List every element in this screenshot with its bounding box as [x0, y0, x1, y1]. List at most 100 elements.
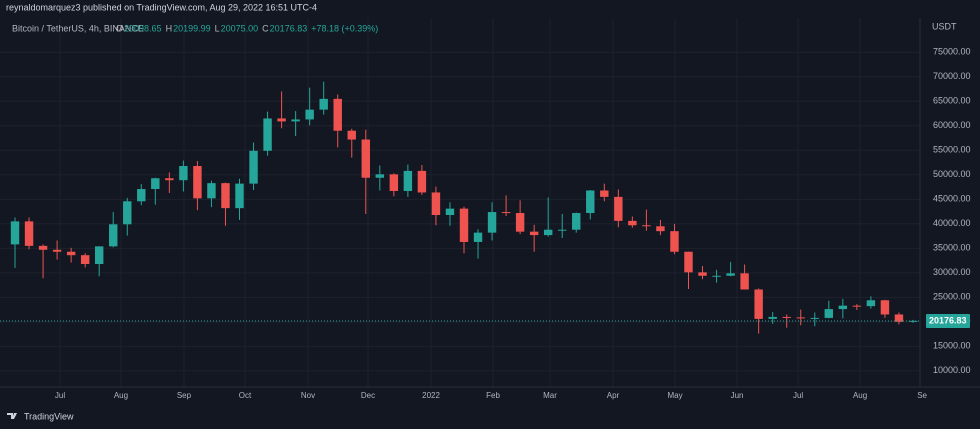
candle-body	[768, 316, 777, 319]
candle-body	[740, 273, 749, 290]
candle-body	[824, 309, 834, 318]
y-tick-label: 50000.00	[933, 169, 971, 179]
candle-body	[389, 174, 399, 191]
x-tick-label: Jun	[731, 391, 744, 400]
candle-body	[179, 165, 188, 181]
last-price-label: 20176.83	[929, 315, 967, 325]
candle-body	[235, 183, 244, 209]
candle-body	[600, 190, 609, 197]
candle-body	[24, 221, 34, 246]
candle-body	[656, 226, 665, 232]
candle-body	[754, 289, 763, 319]
x-tick-label: Sep	[177, 391, 192, 400]
y-tick-label: 60000.00	[933, 120, 971, 130]
candle-body	[123, 201, 132, 225]
candle-body	[459, 208, 469, 242]
ohlc-value: 20075.00	[221, 23, 259, 33]
change-text: +78.18 (+0.39%)	[311, 23, 378, 33]
candle-body	[263, 118, 272, 151]
x-tick-label: Feb	[486, 391, 500, 400]
x-tick-label: Oct	[239, 391, 252, 400]
candle-body	[473, 232, 483, 242]
x-tick-label: 2022	[422, 391, 440, 400]
grid	[0, 18, 920, 387]
candle-body	[515, 213, 525, 232]
x-tick-label: Jul	[55, 391, 65, 400]
y-tick-label: 30000.00	[933, 267, 971, 277]
candle-body	[642, 225, 651, 227]
candle-body	[572, 213, 581, 230]
candle-body	[403, 170, 413, 191]
brand-logo	[7, 413, 17, 419]
candle-body	[151, 178, 160, 190]
candle-body	[249, 150, 258, 184]
candle-body	[445, 208, 455, 215]
candle-body	[852, 305, 862, 307]
ohlc-key: C	[262, 23, 269, 33]
candle-body	[94, 246, 104, 264]
x-tick-label: Jul	[793, 391, 803, 400]
y-tick-label: 15000.00	[933, 341, 971, 351]
candle-body	[501, 212, 511, 214]
ohlc-key: O	[116, 23, 123, 33]
candle-body	[628, 220, 637, 226]
candle-body	[66, 251, 76, 256]
candle-body	[558, 229, 567, 231]
candle-body	[698, 272, 707, 276]
y-tick-label: 75000.00	[933, 47, 971, 57]
y-tick-label: 25000.00	[933, 292, 971, 302]
candle-body	[221, 183, 230, 209]
x-tick-label: Mar	[543, 391, 557, 400]
candle-body	[866, 300, 876, 307]
candle-body	[305, 109, 314, 120]
ohlc-value: 20199.99	[173, 23, 211, 33]
candle-body	[586, 190, 595, 214]
candle-body	[712, 275, 721, 277]
candle-body	[375, 174, 385, 178]
candle-body	[670, 231, 679, 252]
last-price-box	[926, 313, 970, 328]
x-tick-label: Dec	[361, 391, 375, 400]
candle-body	[207, 183, 216, 199]
y-tick-label: 70000.00	[933, 71, 971, 81]
candle-body	[333, 98, 342, 131]
ohlc-key: L	[215, 23, 220, 33]
candle-body	[810, 317, 819, 319]
publisher-line: reynaldomarquez3 published on TradingVie…	[6, 2, 317, 12]
x-tick-label: Se	[917, 391, 927, 400]
candle-body	[319, 98, 328, 110]
y-tick-label: 10000.00	[933, 365, 971, 375]
x-tick-label: Nov	[301, 391, 315, 400]
candle-body	[782, 316, 791, 318]
currency: USDT	[932, 21, 957, 31]
candle-body	[109, 224, 118, 247]
brand: TradingView	[24, 411, 74, 421]
x-tick-label: May	[667, 391, 682, 400]
candle-body	[52, 249, 62, 252]
y-tick-label: 45000.00	[933, 194, 971, 204]
candle-body	[193, 165, 202, 199]
y-tick-label: 55000.00	[933, 145, 971, 155]
candle-body	[894, 314, 904, 322]
candle-body	[726, 273, 735, 276]
candle-body	[291, 119, 300, 122]
candle-body	[165, 178, 174, 181]
y-tick-label: 35000.00	[933, 243, 971, 253]
candle-body	[487, 212, 497, 233]
symbol-line: Bitcoin / TetherUS, 4h, BINANCE	[12, 23, 144, 33]
candle-body	[347, 130, 356, 140]
candle-body	[543, 229, 553, 236]
candle-body	[614, 196, 623, 221]
candle-body	[838, 305, 848, 310]
candle-body	[880, 300, 890, 315]
x-tick-label: Aug	[114, 391, 128, 400]
candle-body	[80, 255, 90, 264]
x-tick-label: Aug	[853, 391, 867, 400]
candle-body	[684, 251, 693, 273]
y-tick-label: 40000.00	[933, 218, 971, 228]
ohlc-key: H	[166, 23, 173, 33]
ohlc-value: 20098.65	[124, 23, 162, 33]
candle-body	[277, 118, 286, 122]
candle-body	[431, 192, 441, 215]
